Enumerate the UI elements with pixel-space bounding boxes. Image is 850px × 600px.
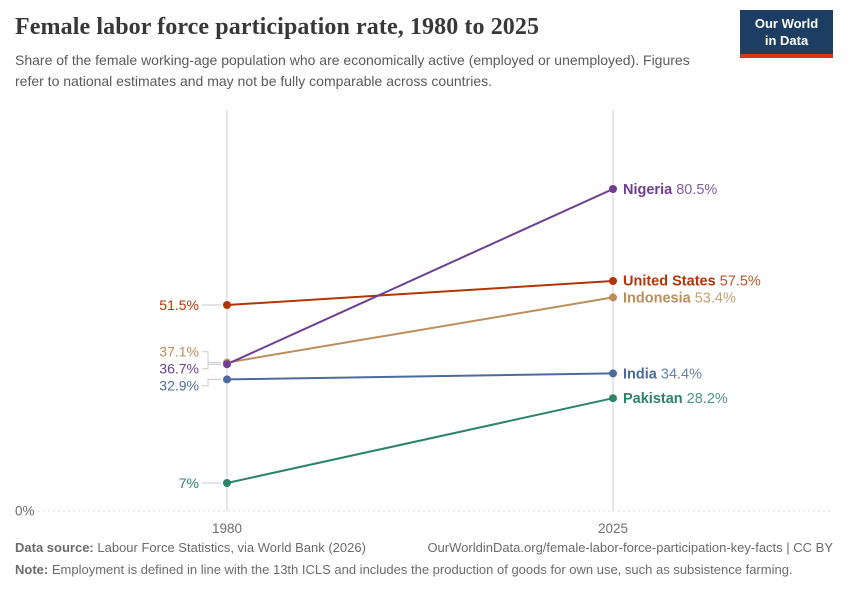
series-point-nigeria-start [223, 360, 231, 369]
series-point-united-states-end [609, 277, 617, 285]
x-tick-2025: 2025 [598, 521, 628, 536]
end-label-india: India 34.4% [623, 366, 702, 382]
start-label-connector-indonesia [202, 351, 221, 364]
chart-subtitle: Share of the female working-age populati… [15, 52, 690, 89]
page-title: Female labor force participation rate, 1… [15, 14, 540, 40]
footer-citation-link[interactable]: OurWorldinData.org/female-labor-force-pa… [427, 540, 833, 555]
end-label-value-indonesia: 53.4% [695, 291, 736, 307]
data-source-text: Labour Force Statistics, via World Bank … [97, 540, 366, 555]
chart-footer: Data source: Labour Force Statistics, vi… [15, 540, 833, 577]
end-label-name-india: India [623, 366, 661, 382]
end-label-pakistan: Pakistan 28.2% [623, 391, 728, 407]
series-line-pakistan [226, 397, 614, 484]
series-line-united-states [226, 280, 614, 306]
series-point-india-start [223, 375, 231, 384]
series-point-nigeria-end [609, 185, 617, 193]
series-point-indonesia-end [609, 293, 617, 302]
footnote-label: Note: [15, 562, 49, 577]
footnote: Note: Employment is defined in line with… [15, 562, 833, 577]
end-label-value-pakistan: 28.2% [687, 391, 728, 407]
series-point-pakistan-end [609, 394, 617, 403]
series-line-nigeria [226, 188, 614, 366]
end-label-united-states: United States 57.5% [623, 274, 761, 290]
footnote-text: Employment is defined in line with the 1… [51, 562, 793, 577]
end-label-nigeria: Nigeria 80.5% [623, 182, 717, 198]
owid-logo-line2: in Data [764, 32, 809, 48]
series-line-india [226, 372, 614, 381]
end-label-name-united-states: United States [623, 274, 720, 290]
owid-logo-line1: Our World [754, 16, 819, 31]
end-label-name-indonesia: Indonesia [623, 291, 695, 307]
start-label-connector-nigeria [202, 363, 221, 370]
start-value-label-pakistan: 7% [179, 475, 199, 491]
start-value-label-united-states: 51.5% [159, 297, 199, 313]
chart-header: Female labor force participation rate, 1… [15, 14, 720, 92]
series-point-pakistan-start [223, 479, 231, 487]
end-label-name-pakistan: Pakistan [623, 391, 687, 407]
end-label-indonesia: Indonesia 53.4% [623, 291, 736, 307]
end-label-name-nigeria: Nigeria [623, 182, 676, 198]
start-value-label-india: 32.9% [159, 378, 199, 394]
end-label-value-united-states: 57.5% [720, 274, 761, 290]
series-point-india-end [609, 369, 617, 378]
x-tick-1980: 1980 [212, 521, 242, 536]
start-value-label-indonesia: 37.1% [159, 344, 199, 360]
data-source-label: Data source: [15, 540, 94, 555]
y-axis-zero-label: 0% [15, 504, 35, 519]
end-label-value-nigeria: 80.5% [676, 182, 717, 198]
owid-logo[interactable]: Our World in Data [740, 10, 833, 59]
end-label-value-india: 34.4% [661, 366, 702, 382]
data-source: Data source: Labour Force Statistics, vi… [15, 540, 366, 555]
start-value-label-nigeria: 36.7% [159, 361, 199, 377]
series-point-united-states-start [223, 301, 231, 309]
series-line-indonesia [226, 296, 614, 364]
start-label-connector-india [202, 378, 221, 387]
